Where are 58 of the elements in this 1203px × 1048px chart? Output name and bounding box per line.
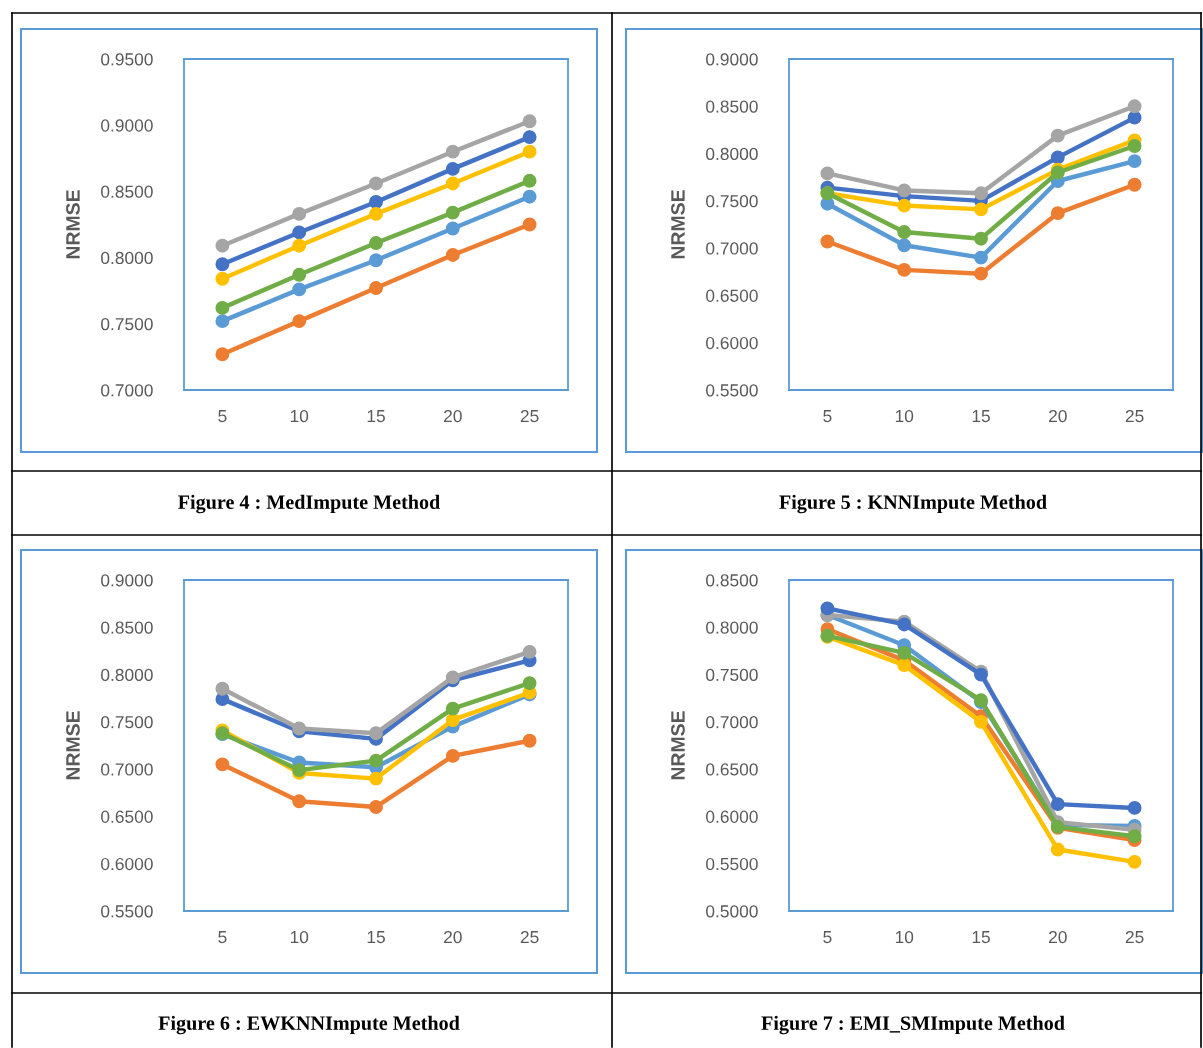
x-tick-label: 20 [1049,409,1067,423]
x-tick-label: 10 [895,930,914,944]
y-tick-label: 0.6000 [706,336,758,350]
x-tick-label: 10 [290,930,309,944]
y-tick-label: 0.8000 [706,621,758,634]
y-tick-label: 0.5500 [101,905,153,918]
x-tick-label: 20 [444,409,462,423]
y-tick-label: 0.6000 [706,810,758,823]
y-tick-label: 0.7000 [101,763,153,776]
y-tick-label: 0.9000 [101,574,153,587]
text: Figure 7 : EMI_SMImpute Method [761,1015,1065,1035]
y-tick-label: 0.7500 [706,195,758,208]
y-tick-label: 0.7500 [706,668,758,682]
x-tick-label: 15 [972,931,990,944]
y-tick-label: 0.7500 [101,716,153,729]
y-axis-title: NRMSE [66,711,80,780]
y-tick-label: 0.8500 [706,574,758,587]
y-tick-label: 0.9000 [706,53,758,66]
x-tick-label: 5 [218,931,227,944]
x-tick-label: 5 [218,410,227,423]
y-tick-label: 0.9000 [101,119,153,132]
y-tick-label: 0.9500 [101,53,153,66]
y-axis-title: NRMSE [66,190,80,259]
text: Figure 6 : EWKNNImpute Method [158,1015,460,1035]
y-tick-label: 0.8000 [101,668,153,682]
x-tick-label: 25 [1125,409,1144,423]
y-tick-label: 0.8000 [101,251,153,265]
y-tick-label: 0.8500 [101,185,153,198]
y-tick-label: 0.7000 [706,242,758,255]
y-axis-title: NRMSE [671,190,685,259]
x-tick-label: 25 [520,409,539,423]
y-tick-label: 0.8500 [101,621,153,634]
x-tick-label: 25 [1125,930,1144,944]
y-tick-label: 0.7000 [706,716,758,729]
y-tick-label: 0.6000 [101,857,153,871]
y-tick-label: 0.8500 [706,100,758,113]
y-tick-label: 0.8000 [706,147,758,161]
y-tick-label: 0.5500 [706,857,758,871]
y-tick-label: 0.5500 [706,384,758,397]
x-tick-label: 5 [823,410,832,423]
x-tick-label: 15 [367,410,385,423]
y-tick-label: 0.6500 [101,810,153,823]
text: Figure 5 : KNNImpute Method [779,494,1047,514]
y-tick-label: 0.6500 [706,763,758,776]
x-tick-label: 15 [367,931,385,944]
y-axis-title: NRMSE [671,711,685,780]
y-tick-label: 0.7500 [101,317,153,331]
x-tick-label: 10 [895,409,914,423]
y-tick-label: 0.7000 [101,384,153,397]
x-tick-label: 20 [444,930,462,944]
x-tick-label: 10 [290,409,309,423]
y-tick-label: 0.6500 [706,289,758,302]
x-tick-label: 15 [972,410,990,423]
text: Figure 4 : MedImpute Method [178,494,441,514]
x-tick-label: 5 [823,931,832,944]
x-tick-label: 20 [1049,930,1067,944]
x-tick-label: 25 [520,930,539,944]
y-tick-label: 0.5000 [706,905,758,918]
